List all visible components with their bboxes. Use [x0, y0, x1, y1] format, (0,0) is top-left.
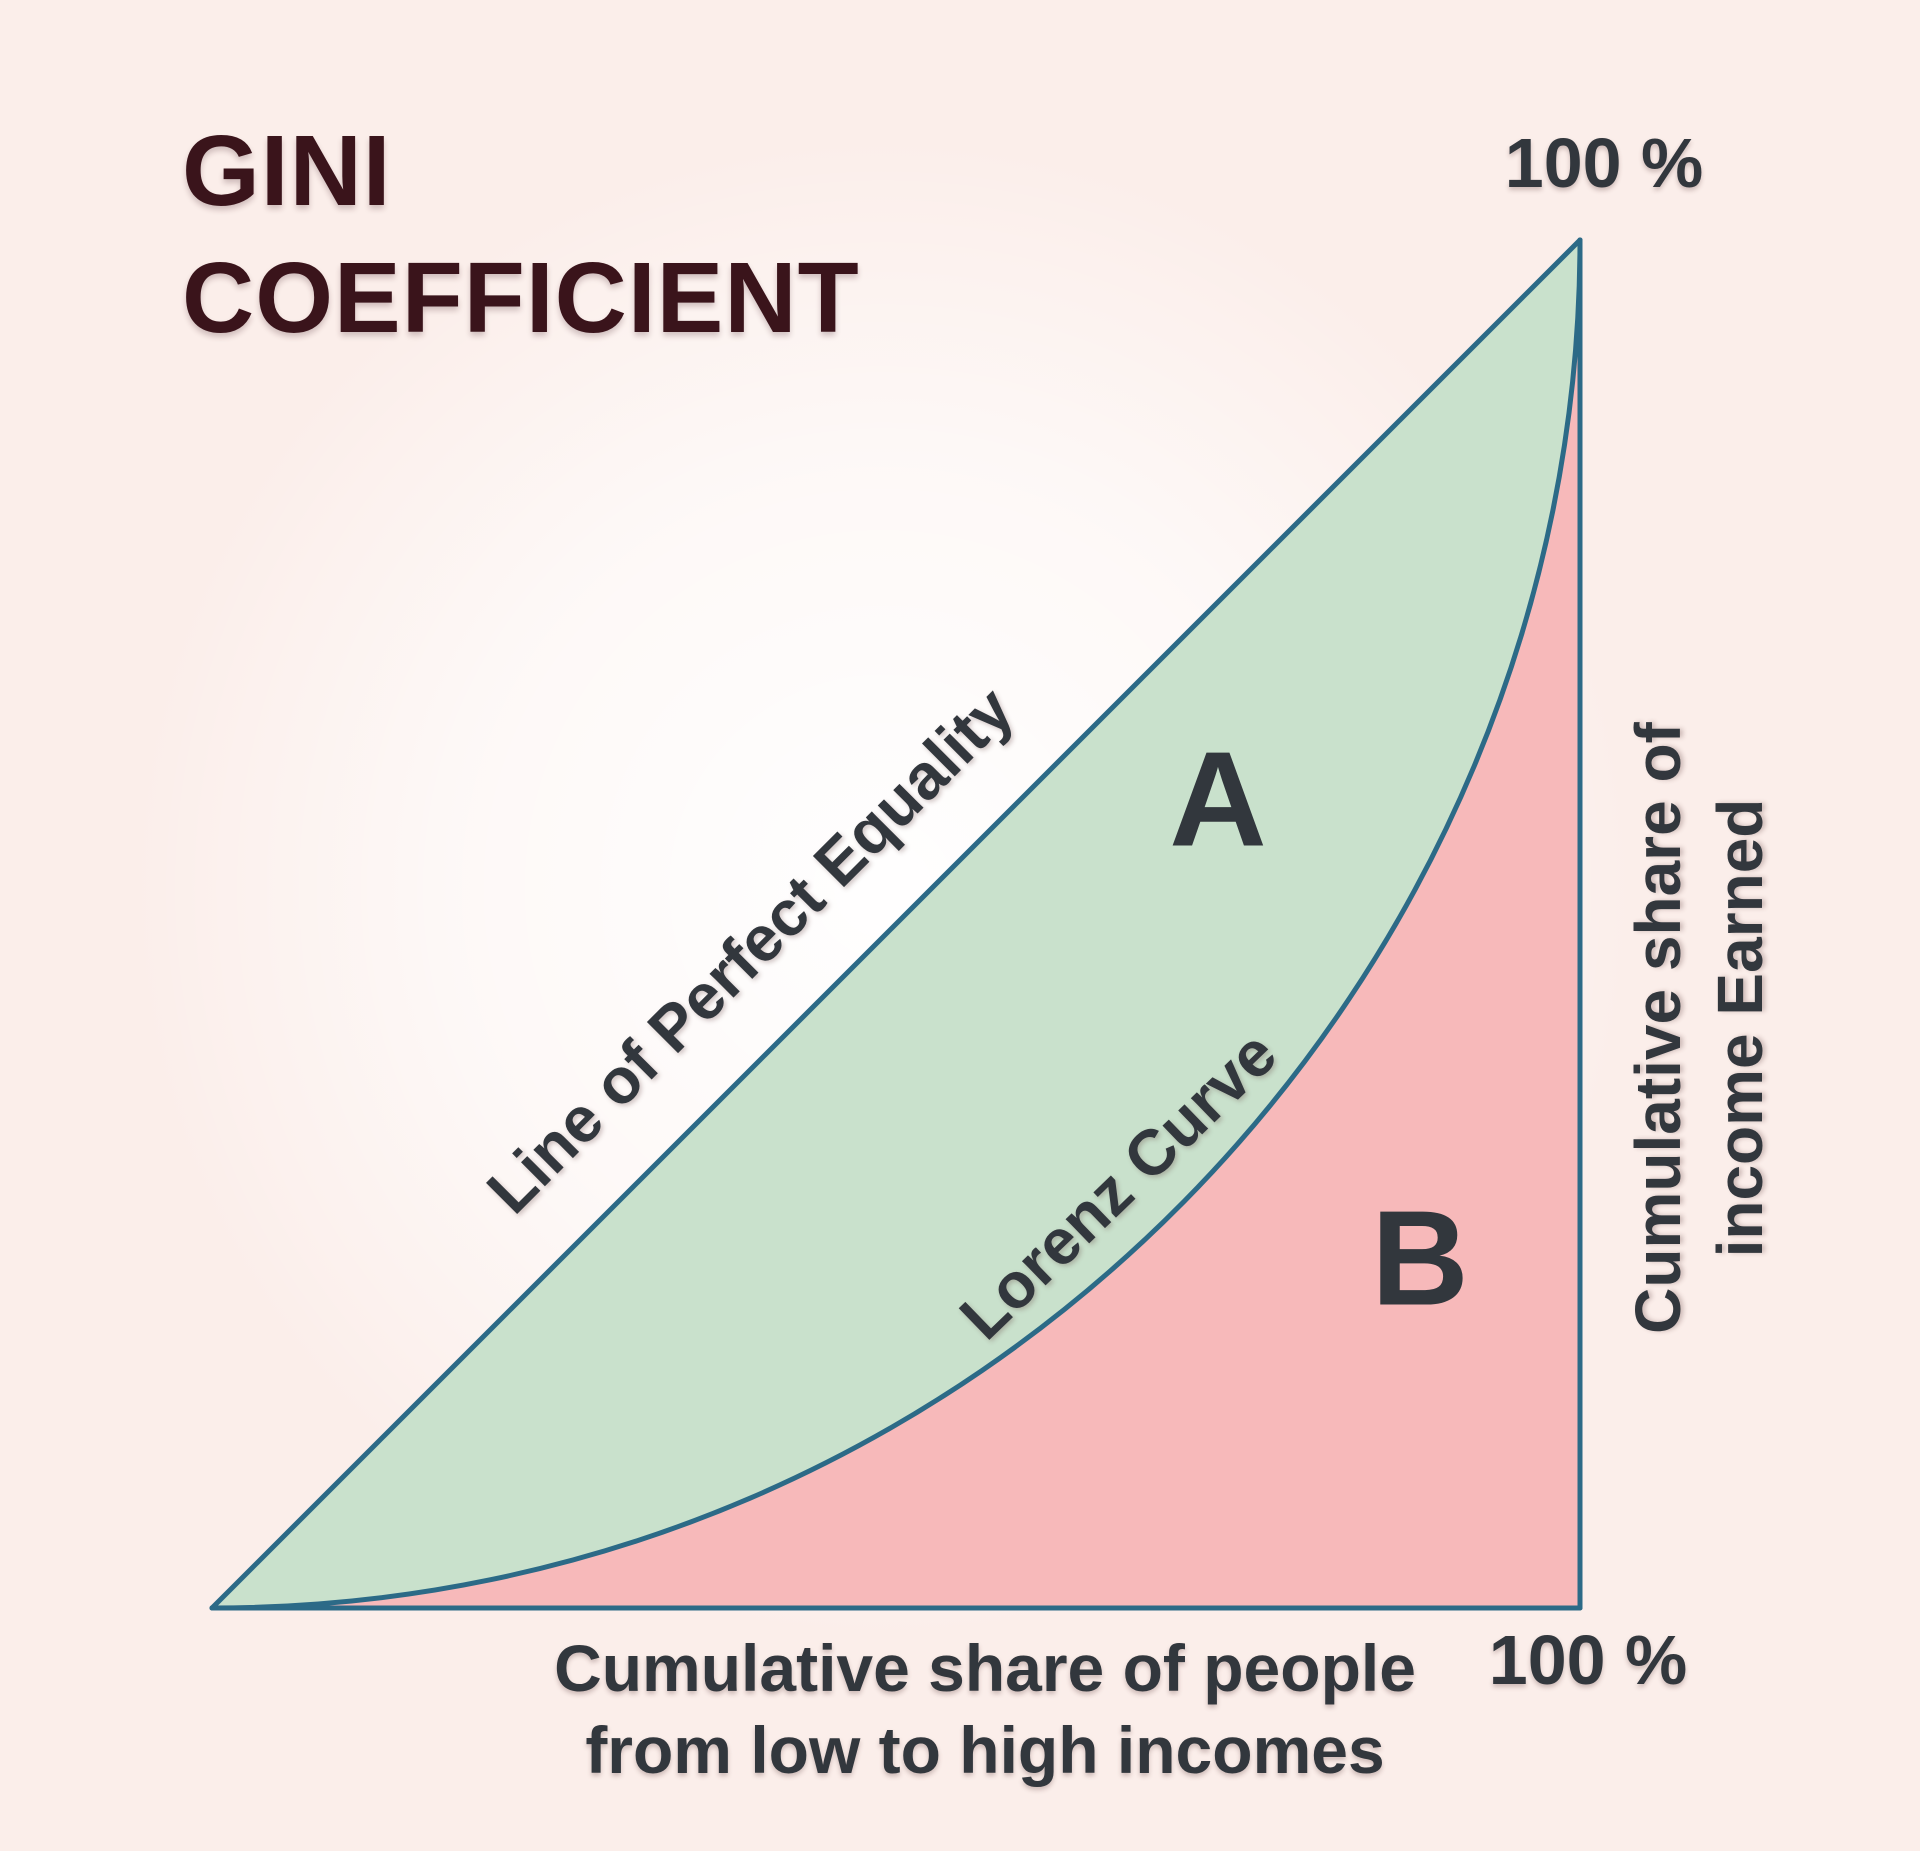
x-axis-title: Cumulative share of people from low to h…	[554, 1628, 1416, 1792]
x-axis-title-line2: from low to high incomes	[585, 1712, 1385, 1787]
lorenz-curve-line	[209, 237, 1583, 1611]
page-title-line2: COEFFICIENT	[182, 242, 860, 354]
page-title: GINI COEFFICIENT	[182, 108, 860, 362]
area-b-region	[212, 240, 1580, 1608]
y-axis-title: Cumulative share of income Earned	[1618, 722, 1782, 1334]
y-axis-title-line2: income Earned	[1704, 798, 1776, 1258]
y-axis-title-line1: Cumulative share of	[1622, 722, 1695, 1334]
page-title-line1: GINI	[182, 115, 392, 227]
y-axis-max-tick-label: 100 %	[1504, 124, 1704, 202]
area-b-letter: B	[1371, 1182, 1469, 1334]
equality-line	[209, 237, 1583, 1611]
area-a-letter: A	[1169, 723, 1267, 875]
x-axis-max-tick-label: 100 %	[1488, 1621, 1688, 1699]
x-axis-title-line1: Cumulative share of people	[554, 1631, 1416, 1705]
